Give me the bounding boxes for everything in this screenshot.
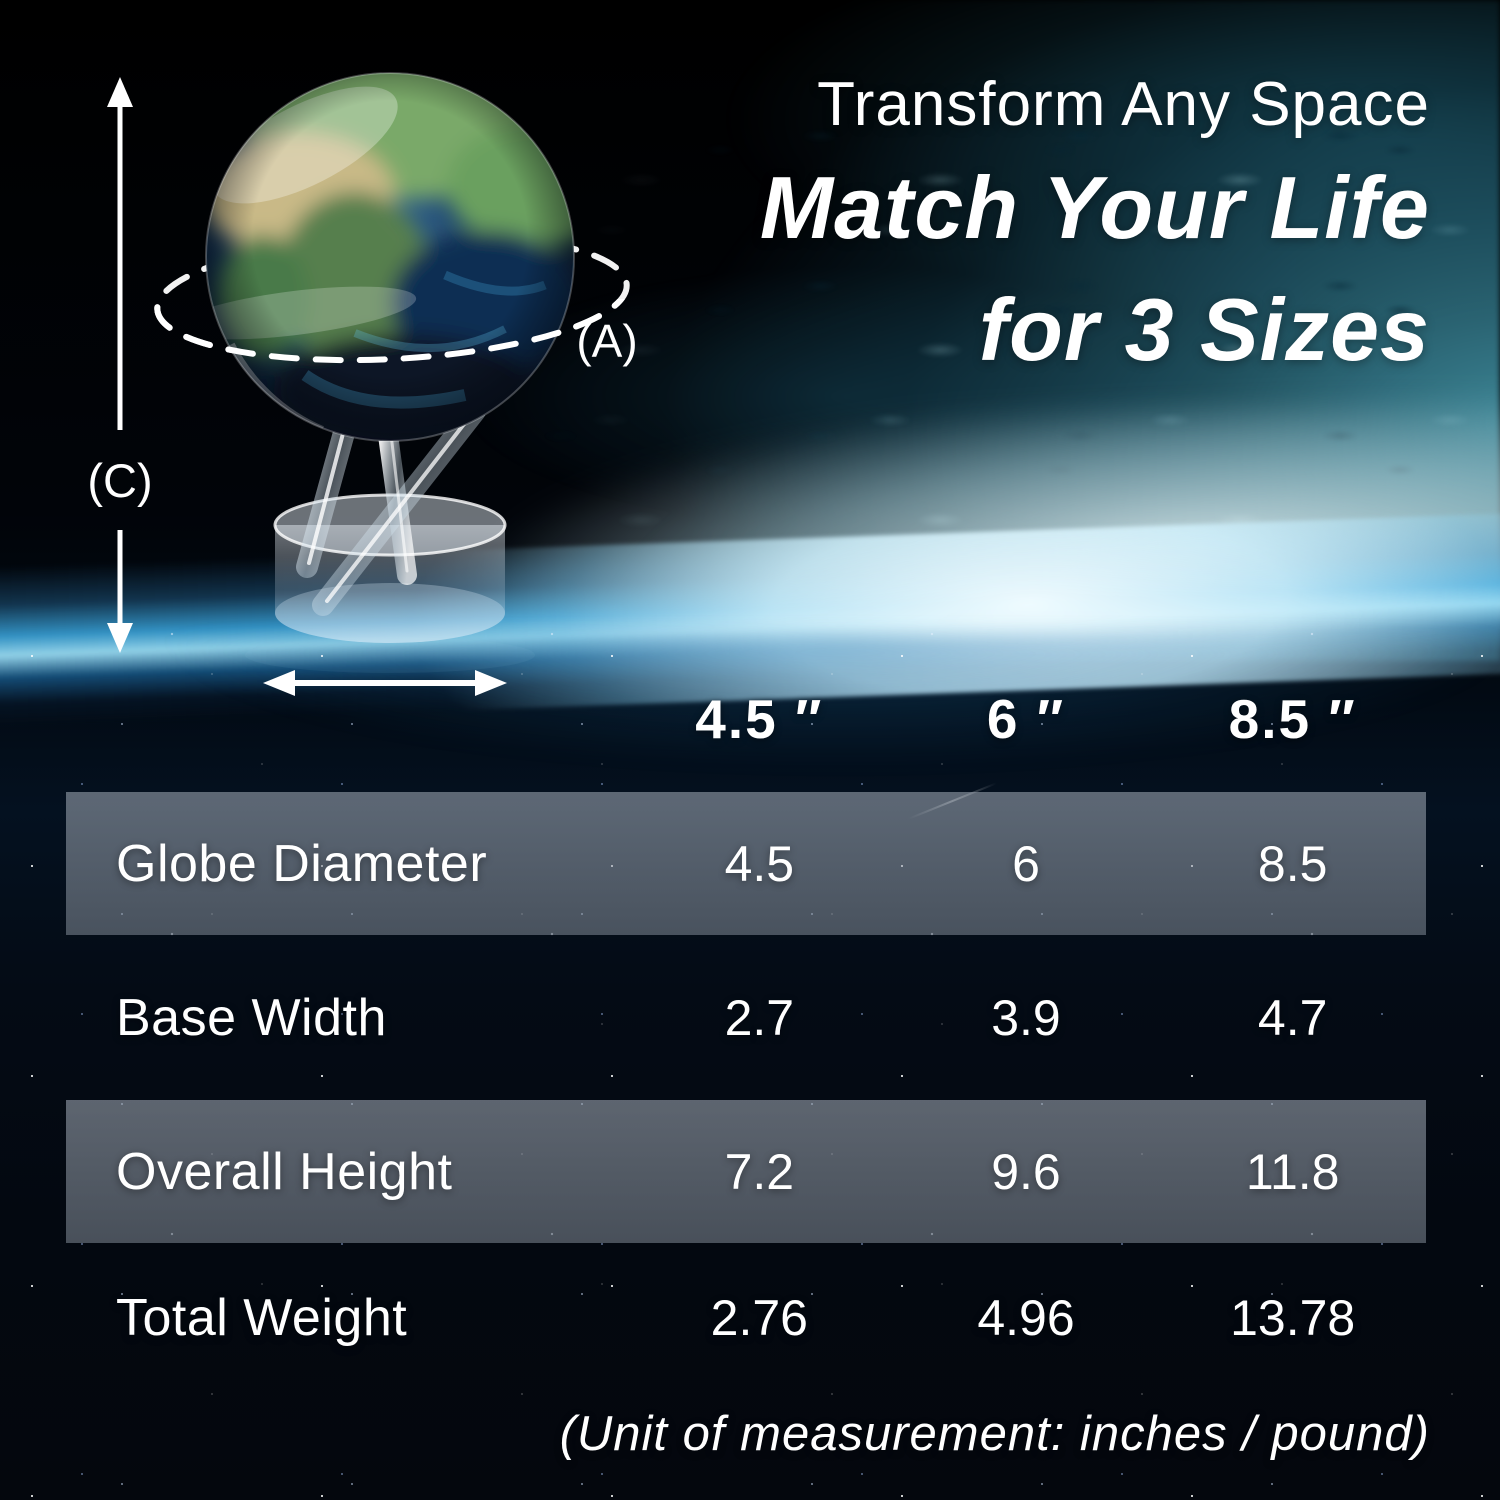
cell-value: 3.9 xyxy=(991,989,1061,1046)
row-label: Total Weight xyxy=(116,1289,408,1347)
row-label: Base Width xyxy=(116,988,387,1047)
height-label-c: (C) xyxy=(87,454,152,507)
height-arrow-icon xyxy=(107,77,133,653)
headline-line3: for 3 Sizes xyxy=(978,280,1430,379)
cell-value: 7.2 xyxy=(724,1143,795,1200)
column-header-6in: 6 ″ xyxy=(986,688,1066,750)
table-header-row: 4.5 ″ 6 ″ 8.5 ″ xyxy=(66,664,1426,774)
width-arrow-icon xyxy=(263,670,507,696)
column-header-8-5in: 8.5 ″ xyxy=(1228,688,1357,750)
cell-value: 11.8 xyxy=(1245,1143,1340,1200)
cell-value: 9.6 xyxy=(991,1143,1061,1200)
headline-line2: Match Your Life xyxy=(759,158,1430,257)
table-row-base-width: Base Width 2.7 3.9 4.7 xyxy=(66,935,1426,1100)
cell-value: 2.7 xyxy=(724,989,795,1046)
globe-image xyxy=(205,72,575,442)
headline-block: Transform Any Space Match Your Life for … xyxy=(760,74,1430,374)
globe-product-diagram: (A) (C) xyxy=(87,72,638,696)
table-row-total-weight: Total Weight 2.76 4.96 13.78 xyxy=(66,1243,1426,1393)
cell-value: 8.5 xyxy=(1257,835,1328,892)
unit-note: (Unit of measurement: inches / pound) xyxy=(559,1407,1430,1461)
cell-value: 4.96 xyxy=(977,1290,1075,1346)
cell-value: 2.76 xyxy=(710,1290,808,1346)
cell-value: 4.7 xyxy=(1257,989,1328,1046)
rotation-dashed-ellipse-front xyxy=(154,299,630,364)
row-label: Overall Height xyxy=(116,1142,453,1201)
row-label: Globe Diameter xyxy=(116,834,488,893)
size-comparison-table: 4.5 ″ 6 ″ 8.5 ″ Globe Diameter 4.5 6 8.5… xyxy=(66,664,1426,1393)
table-row-globe-diameter: Globe Diameter 4.5 6 8.5 xyxy=(66,792,1426,935)
starfield xyxy=(0,612,1500,1500)
headline-line1: Transform Any Space xyxy=(817,70,1430,139)
table-row-overall-height: Overall Height 7.2 9.6 11.8 xyxy=(66,1100,1426,1243)
cell-value: 13.78 xyxy=(1230,1290,1356,1346)
diameter-label-a: (A) xyxy=(576,315,637,367)
cell-value: 6 xyxy=(1012,835,1040,892)
column-header-4-5in: 4.5 ″ xyxy=(695,688,824,750)
cell-value: 4.5 xyxy=(724,835,795,892)
